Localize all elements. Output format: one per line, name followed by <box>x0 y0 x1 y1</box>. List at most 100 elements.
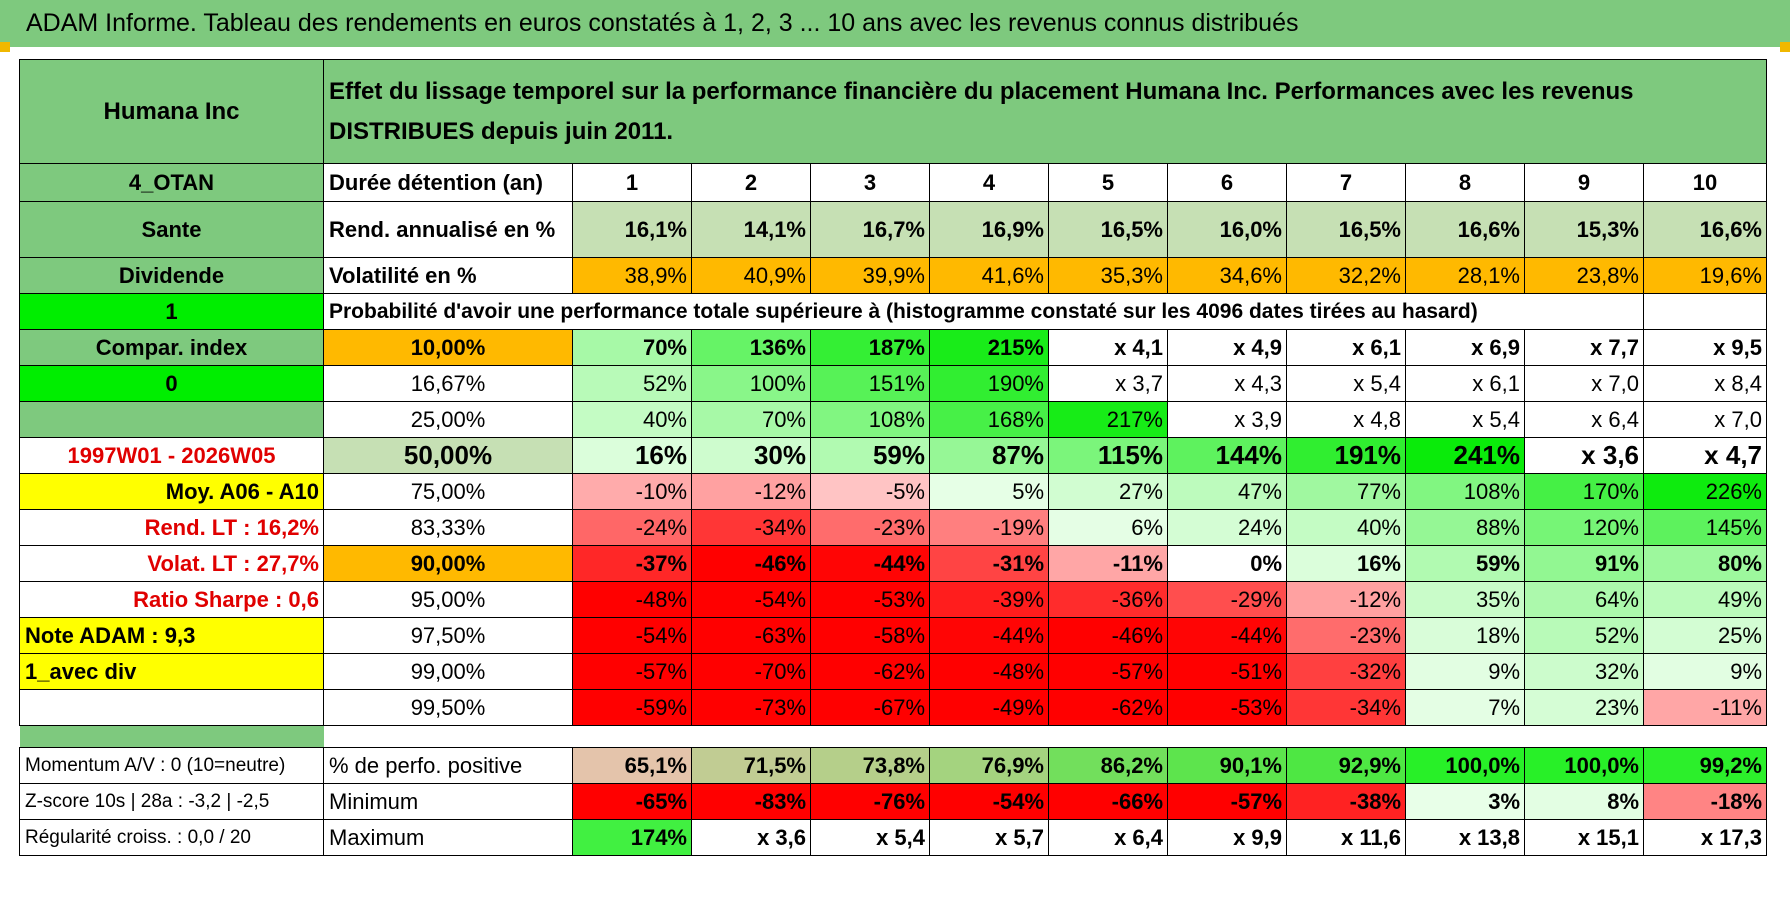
prob-value: 9% <box>1643 653 1767 690</box>
year-header: 6 <box>1167 163 1287 202</box>
prob-value: 25% <box>1643 617 1767 654</box>
performance-table: Humana Inc Effet du lissage temporel sur … <box>19 59 1767 856</box>
company-name: Humana Inc <box>19 59 324 164</box>
blank-green-cell <box>19 401 324 438</box>
prob-value: -12% <box>1286 581 1406 618</box>
volat-lt-label: Volat. LT : 27,7% <box>19 545 324 582</box>
prob-value: 226% <box>1643 473 1767 510</box>
prob-value: -44% <box>929 617 1049 654</box>
pos-value: 71,5% <box>691 747 811 784</box>
prob-value: 40% <box>572 401 692 438</box>
prob-value: 108% <box>1405 473 1525 510</box>
prob-value: 217% <box>1048 401 1168 438</box>
rend-value: 15,3% <box>1524 201 1644 258</box>
min-value: 3% <box>1405 783 1525 820</box>
prob-threshold: 99,00% <box>323 653 573 690</box>
prob-row: 1_avec div 99,00% -57% -70% -62% -48% -57% -51%… <box>19 653 1767 690</box>
blank-cell <box>19 689 324 726</box>
prob-value: 5% <box>929 473 1049 510</box>
prob-row: 25,00% 40% 70% 108% 168% 217% x 3,9 x 4,8 x 5,4 x… <box>19 401 1767 438</box>
prob-value: 52% <box>1524 617 1644 654</box>
prob-value: 187% <box>810 329 930 366</box>
prob-value: -29% <box>1167 581 1287 618</box>
duree-label: Durée détention (an) <box>323 163 573 202</box>
prob-value: -19% <box>929 509 1049 546</box>
rend-value: 16,6% <box>1405 201 1525 258</box>
prob-value: -62% <box>1048 689 1168 726</box>
header-row: Humana Inc Effet du lissage temporel sur … <box>19 59 1767 164</box>
max-value: x 15,1 <box>1524 819 1644 856</box>
year-header: 10 <box>1643 163 1767 202</box>
prob-label-blank <box>1643 293 1767 330</box>
min-value: -65% <box>572 783 692 820</box>
vol-value: 19,6% <box>1643 257 1767 294</box>
prob-value: x 6,1 <box>1286 329 1406 366</box>
max-value: x 3,6 <box>691 819 811 856</box>
prob-row: 0 16,67% 52% 100% 151% 190% x 3,7 x 4,3 x 5,4 x 6… <box>19 365 1767 402</box>
prob-threshold: 10,00% <box>323 329 573 366</box>
min-value: -57% <box>1167 783 1287 820</box>
prob-value: 144% <box>1167 437 1287 474</box>
pos-value: 99,2% <box>1643 747 1767 784</box>
prob-value: -23% <box>1286 617 1406 654</box>
prob-value: -46% <box>1048 617 1168 654</box>
prob-threshold: 75,00% <box>323 473 573 510</box>
prob-value: -49% <box>929 689 1049 726</box>
prob-value: -67% <box>810 689 930 726</box>
prob-value: x 6,4 <box>1524 401 1644 438</box>
prob-threshold: 50,00% <box>323 437 573 474</box>
vol-value: 35,3% <box>1048 257 1168 294</box>
vol-value: 39,9% <box>810 257 930 294</box>
pos-label: % de perfo. positive <box>323 747 573 784</box>
prob-value: 6% <box>1048 509 1168 546</box>
prob-value: -34% <box>1286 689 1406 726</box>
prob-value: -59% <box>572 689 692 726</box>
prob-value: 0% <box>1167 545 1287 582</box>
prob-value: -36% <box>1048 581 1168 618</box>
stats-row: Régularité croiss. : 0,0 / 20 Maximum 174%… <box>19 819 1767 856</box>
min-value: -76% <box>810 783 930 820</box>
prob-value: 27% <box>1048 473 1168 510</box>
vol-value: 34,6% <box>1167 257 1287 294</box>
max-value: x 9,9 <box>1167 819 1287 856</box>
prob-value: -48% <box>929 653 1049 690</box>
rend-label: Rend. annualisé en % <box>323 201 573 258</box>
prob-value: x 4,7 <box>1643 437 1767 474</box>
pos-value: 65,1% <box>572 747 692 784</box>
prob-value: -54% <box>691 581 811 618</box>
pos-value: 100,0% <box>1405 747 1525 784</box>
prob-value: 170% <box>1524 473 1644 510</box>
corner-mark-left <box>0 42 10 52</box>
year-header: 3 <box>810 163 930 202</box>
year-header: 2 <box>691 163 811 202</box>
pos-value: 100,0% <box>1524 747 1644 784</box>
min-value: -66% <box>1048 783 1168 820</box>
prob-value: x 5,4 <box>1405 401 1525 438</box>
prob-value: 32% <box>1524 653 1644 690</box>
prob-value: -46% <box>691 545 811 582</box>
max-value: x 13,8 <box>1405 819 1525 856</box>
stats-row: Z-score 10s | 28a : -3,2 | -2,5 Minimum -6… <box>19 783 1767 820</box>
dividend-label: Dividende <box>19 257 324 294</box>
prob-value: 77% <box>1286 473 1406 510</box>
prob-value: 115% <box>1048 437 1168 474</box>
prob-value: 59% <box>1405 545 1525 582</box>
prob-threshold: 16,67% <box>323 365 573 402</box>
vol-value: 40,9% <box>691 257 811 294</box>
pos-value: 86,2% <box>1048 747 1168 784</box>
rend-value: 16,5% <box>1048 201 1168 258</box>
prob-row: Rend. LT : 16,2% 83,33% -24% -34% -23% -19% 6%… <box>19 509 1767 546</box>
prob-value: -48% <box>572 581 692 618</box>
prob-row: Moy. A06 - A10 75,00% -10% -12% -5% 5% 27% 47% 7… <box>19 473 1767 510</box>
stats-row: Momentum A/V : 0 (10=neutre)% de perfo. … <box>19 747 1767 784</box>
prob-threshold: 95,00% <box>323 581 573 618</box>
prob-value: -12% <box>691 473 811 510</box>
prob-value: 87% <box>929 437 1049 474</box>
prob-threshold: 90,00% <box>323 545 573 582</box>
note-adam-label: Note ADAM : 9,3 <box>19 617 324 654</box>
prob-value: x 3,6 <box>1524 437 1644 474</box>
max-value: x 17,3 <box>1643 819 1767 856</box>
prob-row: 1997W01 - 2026W05 50,00% 16% 30% 59% 87% 115% 1… <box>19 437 1767 474</box>
year-header: 7 <box>1286 163 1406 202</box>
max-value: 174% <box>572 819 692 856</box>
